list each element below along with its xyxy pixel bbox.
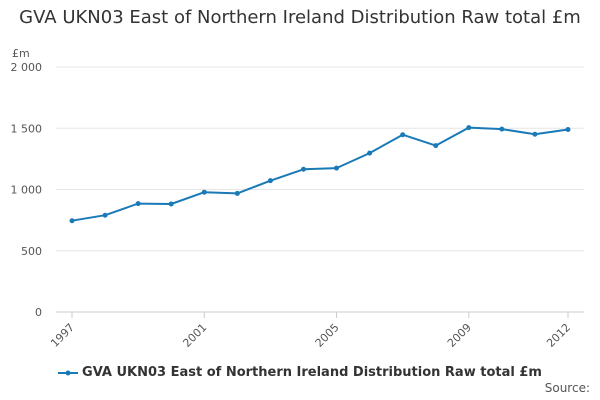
legend[interactable]: GVA UKN03 East of Northern Ireland Distr… xyxy=(0,365,600,380)
x-tick-label: 2001 xyxy=(180,321,209,350)
y-axis-label: £m xyxy=(12,47,30,60)
data-point xyxy=(466,125,472,131)
gridlines xyxy=(56,66,584,252)
y-tick-label: 0 xyxy=(35,306,42,319)
data-point xyxy=(69,218,75,224)
x-tick-label: 2012 xyxy=(544,321,573,350)
data-point xyxy=(135,201,141,207)
series-line xyxy=(71,126,569,222)
x-tick-label: 2009 xyxy=(445,321,474,350)
data-point xyxy=(367,150,373,156)
data-point xyxy=(300,166,306,172)
y-axis-ticks: 0 500 1 000 1 500 2 000 xyxy=(11,61,43,319)
y-tick-label: 500 xyxy=(21,245,42,258)
data-point xyxy=(201,189,207,195)
data-point xyxy=(433,143,439,149)
y-tick-label: 2 000 xyxy=(11,61,43,74)
source-label: Source: xyxy=(544,381,590,395)
data-point xyxy=(565,126,571,132)
data-point xyxy=(234,190,240,196)
data-point xyxy=(400,132,406,138)
y-tick-label: 1 500 xyxy=(11,122,43,135)
x-tick-label: 2005 xyxy=(313,321,342,350)
x-tick-label: 1997 xyxy=(48,321,77,350)
data-point xyxy=(334,165,340,171)
series-group xyxy=(69,125,571,224)
x-axis-ticks: 1997 2001 2005 2009 2012 xyxy=(48,312,573,350)
data-point xyxy=(532,131,538,137)
legend-line-icon xyxy=(58,370,79,375)
data-point xyxy=(102,212,108,218)
chart-title: GVA UKN03 East of Northern Ireland Distr… xyxy=(19,7,581,28)
legend-label: GVA UKN03 East of Northern Ireland Distr… xyxy=(82,365,542,380)
data-point xyxy=(267,178,273,184)
data-point xyxy=(168,201,174,207)
y-tick-label: 1 000 xyxy=(11,184,43,197)
data-point xyxy=(499,126,505,132)
